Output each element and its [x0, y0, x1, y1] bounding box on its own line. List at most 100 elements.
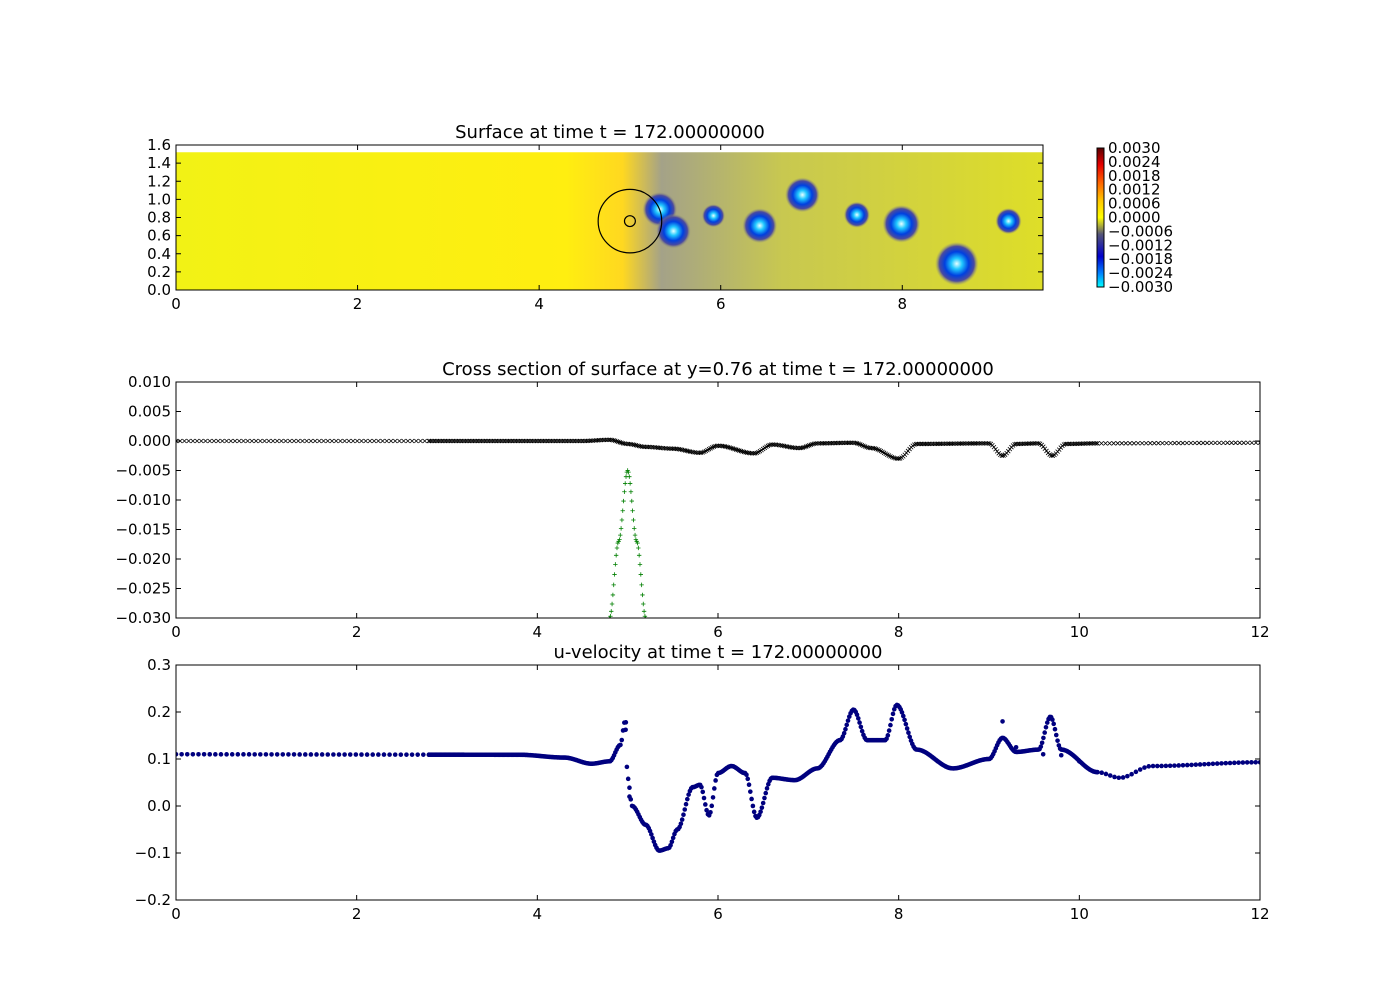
u-velocity-point [241, 752, 246, 757]
colorbar-tick-label: −0.0012 [1108, 236, 1173, 254]
surface-marker-x [253, 438, 259, 444]
u-velocity-point [1112, 774, 1117, 780]
obstacle-marker-plus [635, 540, 640, 546]
surface-title: Surface at time t = 172.00000000 [455, 122, 765, 143]
surface-marker-x [354, 438, 360, 444]
surface-marker-x [304, 438, 309, 444]
surface-marker-x [1111, 441, 1116, 446]
surface-marker-x [853, 440, 858, 446]
u-velocity-point [758, 809, 763, 815]
surface-marker-x [220, 438, 225, 444]
obstacle-marker-plus [614, 545, 620, 551]
surface-marker-x [738, 448, 744, 454]
u-velocity-point [331, 752, 336, 757]
cross-section-ytick-label: −0.020 [115, 550, 171, 568]
u-velocity-point [1219, 761, 1224, 766]
surface-ytick-label: 0.8 [147, 209, 171, 227]
surface-marker-x [207, 438, 213, 444]
colorbar-tick-label: −0.0030 [1108, 278, 1173, 296]
surface-ytick-label: 1.2 [147, 172, 171, 190]
surface-marker-x [1123, 441, 1129, 446]
surface-xtick-label: 0 [171, 295, 181, 313]
surface-marker-x [262, 438, 267, 444]
u-velocity-point [1184, 762, 1190, 768]
vortex [701, 204, 726, 228]
cross-section-xtick-label: 6 [713, 623, 723, 641]
surface-marker-x [342, 438, 347, 444]
u-velocity-point [1129, 771, 1134, 777]
surface-marker-x [1184, 440, 1190, 446]
surface-marker-x [346, 438, 352, 444]
u-velocity-point [1044, 720, 1050, 725]
obstacle-marker-plus [640, 592, 645, 598]
obstacle-marker-plus [609, 609, 614, 614]
surface-marker-x [611, 438, 616, 443]
u-velocity-point [1050, 717, 1055, 722]
u-velocity-point [1116, 775, 1122, 781]
cross-section-panel: Cross section of surface at y=0.76 at ti… [115, 359, 1269, 641]
surface-xtick-label: 8 [898, 295, 908, 313]
surface-marker-x [384, 438, 390, 444]
u-velocity-point [682, 807, 688, 812]
u-velocity-point [280, 752, 286, 757]
u-velocity-point [1041, 735, 1046, 741]
surface-marker-x [380, 438, 385, 444]
surface-ytick-label: 0.4 [147, 245, 171, 263]
u-velocity-point [762, 795, 767, 801]
obstacle-marker-plus [627, 481, 633, 486]
surface-marker-x [1249, 440, 1255, 446]
cross-section-xtick-label: 0 [171, 623, 181, 641]
surface-marker-x [401, 438, 406, 444]
u-velocity-point [1249, 760, 1254, 765]
surface-marker-x [724, 444, 729, 450]
u-velocity-xtick-label: 2 [352, 905, 362, 923]
surface-marker-x [325, 438, 331, 444]
u-velocity-point [907, 734, 913, 740]
u-velocity-point [625, 776, 631, 782]
surface-marker-x [1221, 440, 1226, 446]
vortex [742, 208, 778, 244]
u-velocity-point [179, 752, 184, 757]
u-velocity-point [623, 727, 628, 733]
surface-marker-x [363, 438, 368, 444]
surface-marker-x [1135, 440, 1141, 446]
u-velocity-point [678, 821, 684, 827]
u-velocity-point [760, 800, 766, 806]
u-velocity-point [409, 752, 415, 757]
u-velocity-point [710, 795, 716, 800]
surface-marker-x [1143, 440, 1149, 446]
obstacle-marker-plus [628, 489, 634, 494]
u-velocity-point [1099, 770, 1104, 775]
u-velocity-point [751, 809, 757, 815]
cross-section-ytick-label: −0.025 [115, 580, 171, 598]
u-velocity-point [1043, 724, 1049, 730]
u-velocity-point [713, 778, 718, 783]
u-velocity-point [1133, 769, 1139, 775]
u-velocity-ytick-label: 0.0 [147, 797, 171, 815]
u-velocity-point [1240, 760, 1246, 765]
u-velocity-point [749, 796, 754, 802]
u-velocity-point [1167, 763, 1173, 769]
colorbar-tick-label: 0.0012 [1108, 181, 1161, 199]
u-velocity-point [1176, 763, 1181, 768]
u-velocity-point [1180, 762, 1186, 768]
surface-marker-x [1164, 440, 1169, 446]
obstacle-marker-plus [638, 572, 644, 577]
u-velocity-title: u-velocity at time t = 172.00000000 [554, 642, 883, 663]
u-velocity-point [1125, 773, 1130, 779]
surface-marker-x [388, 438, 394, 444]
surface-marker-x [418, 438, 423, 444]
u-velocity-point [1146, 764, 1152, 769]
surface-marker-x [241, 438, 246, 444]
u-velocity-point [1103, 771, 1109, 777]
u-velocity-point [359, 752, 364, 757]
surface-marker-x [1237, 440, 1242, 446]
u-velocity-point [703, 802, 708, 807]
u-velocity-point [700, 789, 706, 795]
obstacle-marker-plus [629, 498, 634, 504]
obstacle-marker-plus [619, 517, 625, 523]
u-velocity-point [709, 803, 715, 809]
u-velocity-point [336, 752, 342, 757]
u-velocity-point [252, 752, 257, 757]
surface-marker-x [266, 438, 272, 444]
